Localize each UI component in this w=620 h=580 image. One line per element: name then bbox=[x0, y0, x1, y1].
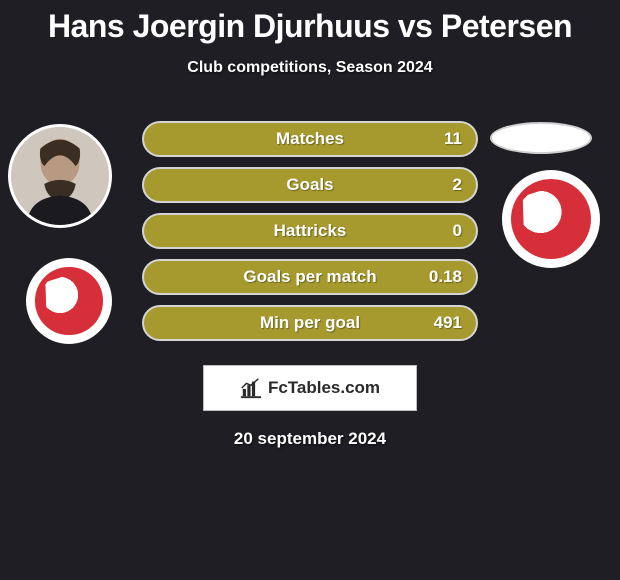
page-title: Hans Joergin Djurhuus vs Petersen bbox=[0, 0, 620, 45]
source-badge[interactable]: FcTables.com bbox=[203, 365, 417, 411]
stat-row-goals: Goals 2 bbox=[142, 167, 478, 203]
avatar-placeholder-icon bbox=[11, 127, 109, 225]
stat-row-goals-per-match: Goals per match 0.18 bbox=[142, 259, 478, 295]
stat-label: Goals per match bbox=[243, 267, 376, 287]
stat-label: Hattricks bbox=[274, 221, 347, 241]
stat-row-matches: Matches 11 bbox=[142, 121, 478, 157]
stat-label: Goals bbox=[286, 175, 333, 195]
stat-value: 491 bbox=[434, 313, 462, 333]
footer-date: 20 september 2024 bbox=[0, 429, 620, 449]
stat-value: 2 bbox=[453, 175, 462, 195]
bar-chart-icon bbox=[240, 377, 262, 399]
wolf-icon bbox=[511, 179, 591, 259]
wolf-icon bbox=[35, 267, 102, 334]
stat-label: Matches bbox=[276, 129, 344, 149]
player-left-avatar bbox=[8, 124, 112, 228]
stat-row-hattricks: Hattricks 0 bbox=[142, 213, 478, 249]
stat-label: Min per goal bbox=[260, 313, 360, 333]
stat-row-min-per-goal: Min per goal 491 bbox=[142, 305, 478, 341]
stat-value: 0 bbox=[453, 221, 462, 241]
player-right-club-badge bbox=[502, 170, 600, 268]
player-right-avatar bbox=[490, 122, 592, 154]
stat-value: 11 bbox=[444, 129, 462, 149]
subtitle: Club competitions, Season 2024 bbox=[0, 59, 620, 77]
source-badge-text: FcTables.com bbox=[268, 378, 380, 398]
player-left-club-badge bbox=[26, 258, 112, 344]
stat-value: 0.18 bbox=[429, 267, 462, 287]
